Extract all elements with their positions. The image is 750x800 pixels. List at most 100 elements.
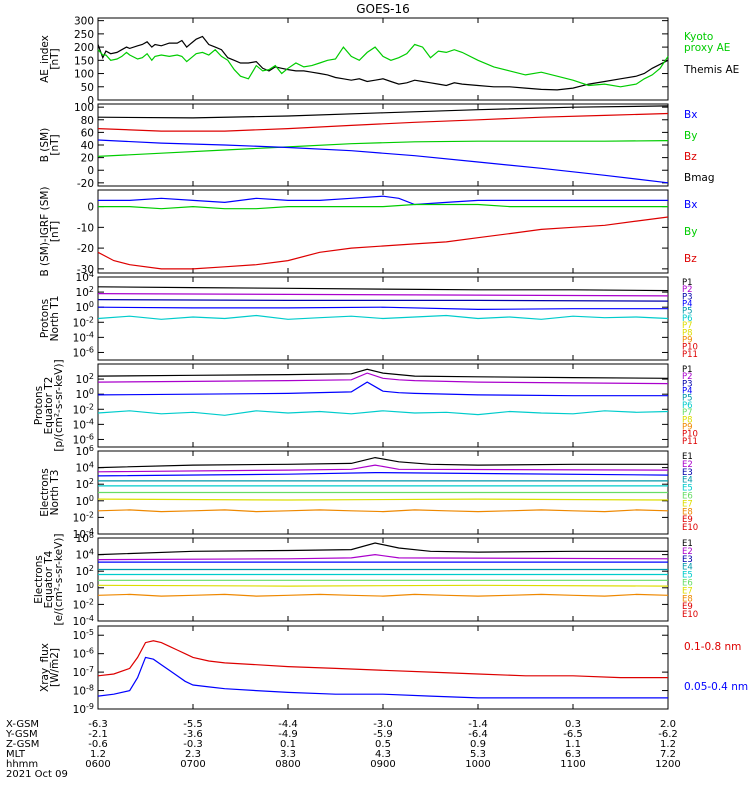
panel-3: -30 -20 -10 0 B (SM)-IGRF (SM)[nT] Bx By Bz [39,186,697,276]
y-tick-label: 102 [76,372,94,386]
legend-entry: P4 [682,387,693,397]
y-tick-label: 10-9 [73,702,94,716]
legend-entry: E5 [682,484,693,494]
y-tick-label: 80 [81,115,94,127]
coord-value: 1000 [465,759,490,770]
y-tick-label: 10-2 [73,315,94,329]
series-line-7 [97,498,669,501]
y-tick-label: 108 [76,531,94,545]
row-label: Y-GSM [5,729,38,740]
y-tick-label: 10-4 [73,614,94,628]
y-tick-label: 102 [76,285,94,299]
legend-entry: Kyoto [684,31,713,43]
series-line-3 [97,140,669,157]
row-label: hhmm [6,759,38,770]
legend-entry: P10 [682,343,698,353]
coord-value: 0.3 [565,719,581,730]
row-label: X-GSM [6,719,39,730]
coord-value: -4.4 [278,719,298,730]
y-tick-label: 10-8 [73,684,94,698]
legend-entry: P9 [682,422,693,432]
legend-entry: E8 [682,594,693,604]
y-tick-label: 10-4 [73,330,94,344]
coord-value: -6.4 [468,729,488,740]
y-axis-label: [nT] [49,48,61,69]
legend-entry: P11 [682,437,698,447]
y-axis-label: Equator T2 [43,377,55,435]
legend-entry: E2 [682,547,693,557]
coord-value: 1.2 [660,739,676,750]
coord-value: 1200 [655,759,680,770]
y-tick-label: 0 [87,95,94,107]
series-line-3 [97,471,669,477]
series-line-1 [97,35,669,91]
legend-entry: P2 [682,285,693,295]
y-tick-label: 10-2 [73,597,94,611]
legend-entry: E10 [682,610,698,620]
panel-8: 10-5 10-6 10-7 10-8 10-9 Xray_flux[W/m2] 0.1-0… [39,625,748,716]
coord-value: 0900 [370,759,395,770]
y-axis-label: AE_index [39,35,51,83]
coord-value: -1.4 [468,719,488,730]
y-axis-label: [p/(cm²-s-sr-keV)] [53,359,65,451]
series-line-1 [97,640,668,679]
legend-entry: Bz [684,151,697,163]
legend-entry: P11 [682,350,698,360]
y-tick-label: 250 [74,29,94,41]
y-tick-label: 100 [76,300,94,314]
legend-entry: P1 [682,365,693,375]
legend-entry: E4 [682,476,693,486]
legend-entry: P3 [682,379,693,389]
y-axis-label: Protons [33,386,45,425]
panel-frame [97,537,669,622]
y-axis-label: [W/m2] [49,648,61,687]
y-tick-label: 60 [81,127,94,139]
panels-group: 050100150200250300AE_index[nT]Kyotoproxy… [33,16,748,716]
legend-entry: E8 [682,507,693,517]
y-axis-label: Protons [39,299,51,338]
series-line-2 [97,656,668,699]
legend-entry: P5 [682,307,693,317]
y-tick-label: 300 [74,16,94,28]
coord-value: -3.6 [183,729,203,740]
coord-value: 0600 [85,759,110,770]
y-axis-label: Xray_flux [39,643,51,692]
y-tick-label: -30 [77,264,94,276]
coord-value: -6.5 [563,729,583,740]
y-tick-label: 10-6 [73,647,94,661]
y-tick-label: 50 [81,82,94,94]
coord-value: -2.1 [88,729,108,740]
coord-value: 1100 [560,759,585,770]
legend-entry: E6 [682,579,693,589]
legend-entry: P4 [682,300,693,310]
y-tick-label: 102 [76,564,94,578]
legend-entry: P8 [682,328,693,338]
series-line-8 [97,593,669,597]
y-tick-label: 0 [87,202,94,214]
y-tick-label: 100 [74,102,94,114]
coord-value: 4.3 [375,749,391,760]
date-label: 2021 Oct 09 [6,769,68,780]
y-axis-label: B (SM) [39,128,51,162]
coord-value: 0.1 [280,739,296,750]
legend-entry: P1 [682,278,693,288]
coord-value: -0.3 [183,739,203,750]
y-axis-label: [e/(cm²-s-sr-keV)] [53,534,65,626]
coord-value: 1.1 [565,739,581,750]
y-tick-label: 10-2 [73,402,94,416]
series-line-2 [97,464,669,473]
series-line-1 [98,195,668,206]
coord-value: -0.6 [88,739,108,750]
legend-entry: P6 [682,401,693,411]
coord-value: -6.3 [88,719,108,730]
y-tick-label: 10-2 [73,510,94,524]
coord-value: 2.0 [660,719,676,730]
series-line-1 [97,105,669,119]
panel-frame [97,189,669,274]
y-tick-label: 150 [74,55,94,67]
legend-entry: E4 [682,563,693,573]
series-line-1 [97,286,669,292]
y-tick-label: 106 [76,444,94,458]
